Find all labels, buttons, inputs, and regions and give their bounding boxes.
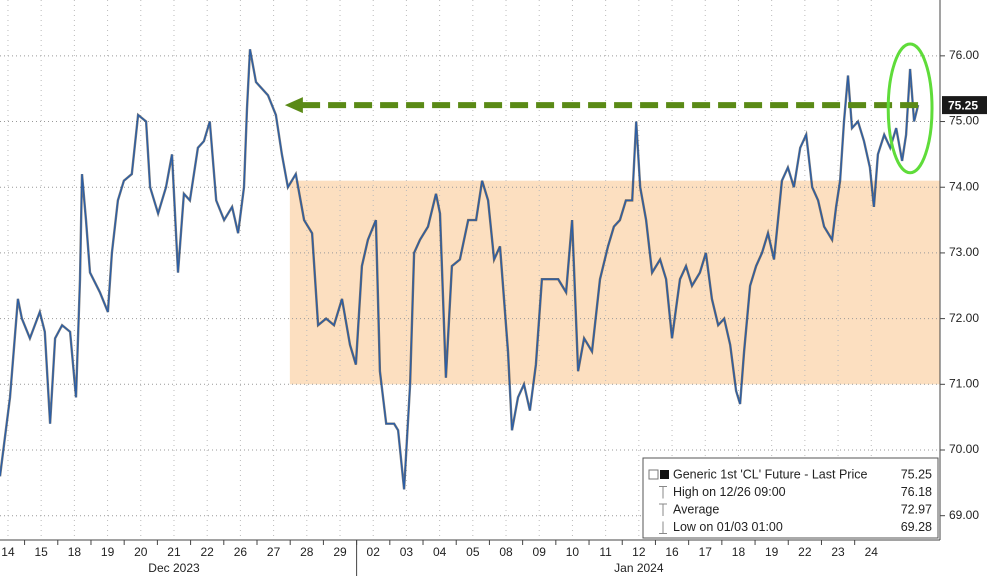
x-tick-label: 02 [367,545,381,559]
y-tick-label: 75.00 [949,114,979,128]
legend-value: 72.97 [901,502,932,516]
legend-value: 69.28 [901,520,932,534]
x-tick-label: 16 [665,545,679,559]
x-tick-label: 14 [1,545,15,559]
x-tick-label: 19 [101,545,115,559]
x-tick-label: 17 [699,545,713,559]
x-tick-label: 04 [433,545,447,559]
x-tick-label: 03 [400,545,414,559]
x-tick-label: 23 [831,545,845,559]
x-tick-label: 10 [566,545,580,559]
x-tick-label: 22 [798,545,812,559]
x-tick-label: 18 [732,545,746,559]
x-tick-label: 28 [300,545,314,559]
legend-label: Low on 01/03 01:00 [673,520,783,534]
x-tick-label: 26 [234,545,248,559]
y-tick-label: 71.00 [949,376,979,390]
x-tick-label: 27 [267,545,281,559]
price-line [0,49,919,490]
x-tick-label: 22 [201,545,215,559]
range-band [289,180,941,385]
x-tick-label: 19 [765,545,779,559]
legend-icon-outline [648,469,659,480]
y-tick-label: 74.00 [949,179,979,193]
x-tick-label: 18 [68,545,82,559]
y-tick-label: 72.00 [949,311,979,325]
month-label: Dec 2023 [148,561,200,575]
x-tick-label: 24 [865,545,879,559]
arrow-head [284,97,303,114]
legend-label: Generic 1st 'CL' Future - Last Price [673,467,867,481]
x-tick-label: 09 [533,545,547,559]
highlight-ellipse [886,42,934,175]
legend-value: 75.25 [901,467,932,481]
legend-label: Average [673,502,719,516]
last-price-label: 75.25 [948,98,978,112]
x-tick-label: 15 [34,545,48,559]
x-tick-label: 12 [632,545,646,559]
legend-value: 76.18 [901,485,932,499]
last-price-tag [942,96,987,115]
legend-box [642,457,939,539]
month-label: Jan 2024 [614,561,664,575]
legend-swatch [660,470,669,479]
x-tick-label: 21 [167,545,181,559]
y-tick-label: 70.00 [949,442,979,456]
legend: Generic 1st 'CL' Future - Last Price 75.2… [642,457,939,539]
y-tick-label: 76.00 [949,48,979,62]
y-tick-label: 73.00 [949,245,979,259]
x-tick-label: 11 [599,545,612,559]
legend-label: High on 12/26 09:00 [673,485,786,499]
x-tick-label: 08 [499,545,513,559]
y-tick-label: 69.00 [949,508,979,522]
x-tick-label: 20 [134,545,148,559]
x-tick-label: 05 [466,545,480,559]
x-tick-label: 29 [333,545,347,559]
